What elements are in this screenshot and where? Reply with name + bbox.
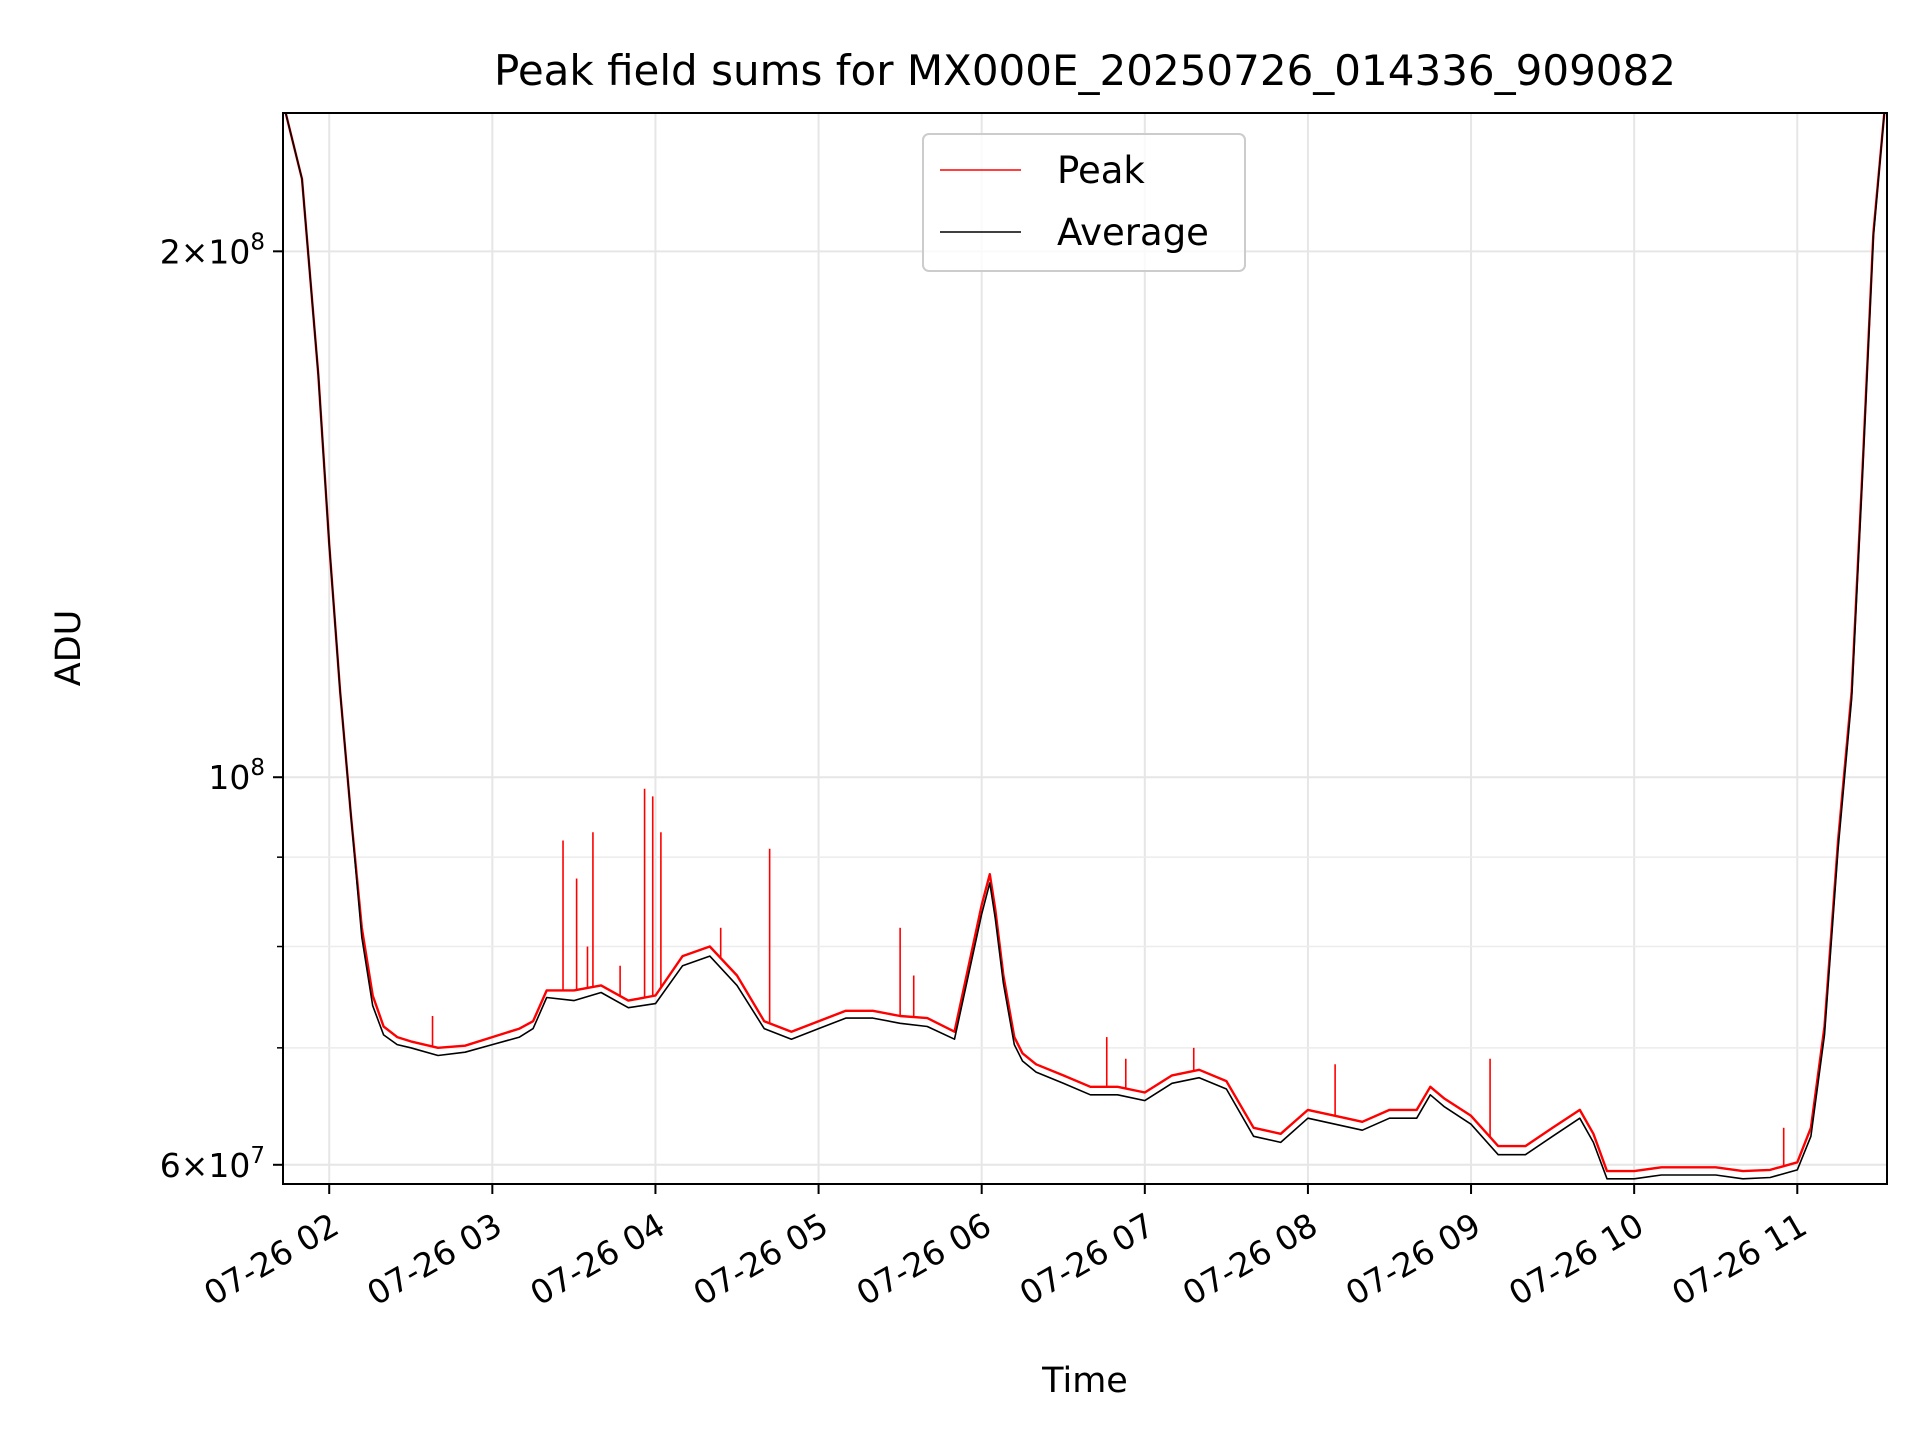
series-line-peak (284, 113, 1886, 1173)
plot-area (284, 113, 1886, 1180)
y-tick-label: 2×108 (160, 229, 265, 271)
y-axis: 6×107 108 2×108 (160, 229, 283, 1185)
legend: Peak Average (922, 133, 1246, 272)
y-axis-label: ADU (49, 610, 89, 687)
legend-box (922, 133, 1246, 272)
y-tick-label: 6×107 (160, 1143, 265, 1185)
series-layer (284, 113, 1886, 1180)
legend-label-peak: Peak (1057, 149, 1145, 192)
x-axis-label: Time (1041, 1361, 1128, 1401)
chart-title: Peak field sums for MX000E_20250726_0143… (494, 46, 1676, 95)
series-line-average (284, 113, 1886, 1180)
legend-label-average: Average (1057, 211, 1209, 254)
grid (283, 113, 1887, 1184)
y-tick-label: 108 (208, 755, 265, 797)
axes-frame (282, 112, 1888, 1185)
